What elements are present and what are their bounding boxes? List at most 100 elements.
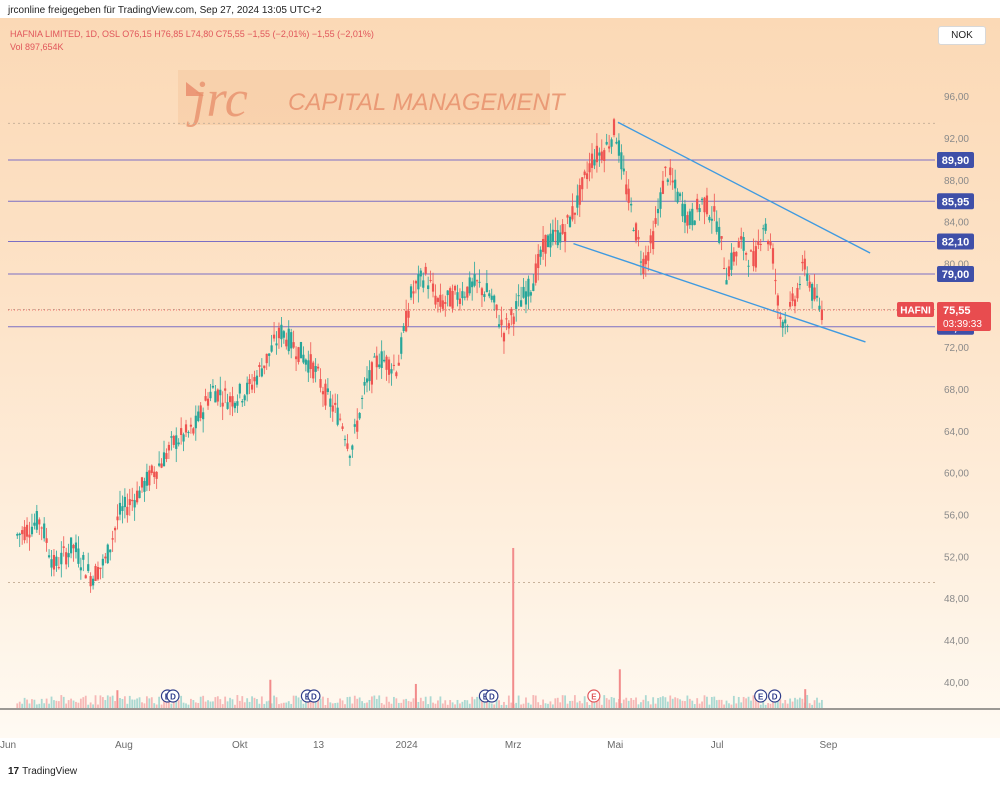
volume-bar bbox=[730, 704, 733, 708]
candle-body bbox=[412, 291, 415, 294]
candle-body bbox=[246, 382, 249, 395]
volume-bar bbox=[740, 702, 743, 708]
volume-bar bbox=[573, 695, 576, 708]
volume-bar bbox=[344, 704, 346, 708]
candle-body bbox=[277, 327, 281, 339]
candle-body bbox=[620, 152, 623, 170]
candle-body bbox=[627, 188, 630, 203]
y-tick-label: 44,00 bbox=[944, 636, 969, 647]
candle-body bbox=[703, 197, 706, 213]
candle-body bbox=[297, 347, 300, 363]
candle-body bbox=[324, 383, 327, 406]
candle-body bbox=[610, 139, 613, 147]
candle-body bbox=[172, 435, 175, 445]
candle-body bbox=[224, 388, 227, 391]
candle-body bbox=[537, 253, 540, 269]
candle-body bbox=[33, 522, 36, 526]
volume-bar bbox=[454, 704, 456, 708]
volume-bar bbox=[527, 702, 530, 708]
volume-bar bbox=[216, 696, 219, 708]
candle-body bbox=[493, 295, 496, 303]
candle-body bbox=[111, 538, 114, 540]
candle-body bbox=[287, 328, 290, 352]
volume-bar bbox=[221, 704, 224, 708]
candle-body bbox=[341, 426, 344, 429]
volume-bar bbox=[463, 700, 466, 708]
candle-body bbox=[461, 291, 464, 299]
candle-body bbox=[285, 339, 288, 347]
volume-bar bbox=[547, 703, 549, 708]
volume-bar bbox=[757, 701, 760, 708]
volume-bar bbox=[204, 701, 207, 708]
candle-body bbox=[101, 558, 104, 566]
candle-body bbox=[148, 470, 151, 486]
candle-body bbox=[815, 295, 819, 298]
volume-bar bbox=[43, 703, 46, 708]
volume-bar bbox=[583, 696, 586, 708]
volume-spike bbox=[269, 679, 272, 708]
candle-body bbox=[727, 266, 731, 277]
candle-body bbox=[255, 375, 259, 385]
volume-bar bbox=[304, 699, 307, 708]
candle-body bbox=[194, 415, 197, 429]
volume-bar bbox=[185, 703, 187, 708]
volume-bar bbox=[72, 700, 75, 708]
volume-bar bbox=[141, 702, 143, 708]
candle-body bbox=[578, 185, 581, 205]
candle-body bbox=[630, 203, 633, 206]
candle-body bbox=[556, 230, 559, 246]
candle-body bbox=[637, 236, 640, 240]
candle-body bbox=[45, 538, 48, 543]
candle-body bbox=[197, 411, 200, 422]
candle-body bbox=[718, 226, 721, 243]
candle-body bbox=[304, 359, 307, 365]
candle-body bbox=[361, 397, 364, 399]
volume-bar bbox=[593, 701, 596, 708]
candle-body bbox=[551, 229, 554, 242]
candle-body bbox=[524, 291, 528, 305]
candle-body bbox=[206, 398, 210, 406]
candle-body bbox=[187, 432, 190, 434]
volume-bar bbox=[346, 697, 349, 708]
candle-body bbox=[263, 365, 266, 369]
volume-bar bbox=[375, 698, 378, 708]
watermark-logo: jrc bbox=[186, 71, 248, 128]
volume-bar bbox=[33, 699, 36, 708]
volume-bar bbox=[268, 700, 271, 708]
candle-body bbox=[671, 180, 674, 183]
candle-body bbox=[471, 281, 474, 288]
volume-bar bbox=[434, 703, 437, 708]
volume-spike bbox=[116, 690, 119, 708]
candle-body bbox=[216, 389, 219, 402]
candle-body bbox=[378, 364, 381, 368]
volume-bar bbox=[559, 702, 562, 708]
candle-body bbox=[265, 353, 268, 364]
volume-bar bbox=[735, 703, 738, 708]
volume-bar bbox=[150, 697, 153, 708]
currency-button[interactable]: NOK bbox=[938, 26, 986, 45]
volume-bar bbox=[145, 696, 148, 708]
candle-body bbox=[35, 511, 38, 530]
volume-bar bbox=[180, 695, 183, 708]
volume-bar bbox=[326, 697, 329, 708]
candle-body bbox=[40, 527, 43, 529]
candle-body bbox=[644, 255, 647, 265]
candle-body bbox=[219, 389, 222, 396]
watermark-box bbox=[178, 70, 550, 125]
volume-bar bbox=[109, 696, 112, 708]
candle-body bbox=[576, 195, 579, 208]
volume-bar bbox=[31, 699, 33, 708]
candle-body bbox=[554, 230, 557, 232]
candle-body bbox=[683, 204, 687, 223]
volume-bar bbox=[713, 696, 716, 708]
volume-spike bbox=[804, 689, 807, 708]
candle-body bbox=[427, 285, 430, 289]
candle-body bbox=[451, 290, 454, 309]
candle-body bbox=[488, 293, 491, 297]
volume-bar bbox=[50, 696, 53, 708]
candle-body bbox=[258, 364, 261, 368]
candle-body bbox=[700, 198, 704, 201]
channel-lower-line bbox=[573, 242, 866, 343]
volume-bar bbox=[688, 698, 691, 708]
